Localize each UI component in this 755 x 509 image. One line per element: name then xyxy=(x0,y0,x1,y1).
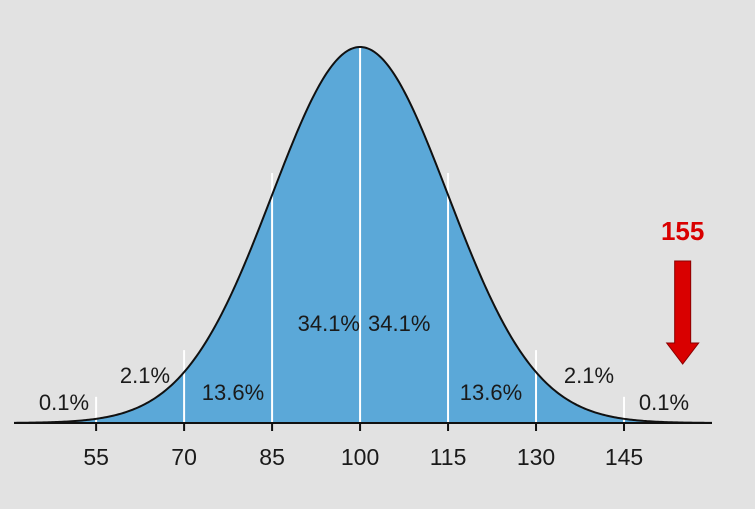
band-label: 0.1% xyxy=(39,390,89,415)
x-axis-tick-labels: 55 70 85 100 115 130 145 xyxy=(83,444,643,470)
marker-label: 155 xyxy=(661,216,704,246)
x-tick-label: 55 xyxy=(83,444,109,470)
band-label: 0.1% xyxy=(639,390,689,415)
x-tick-label: 85 xyxy=(259,444,285,470)
band-label: 2.1% xyxy=(564,363,614,388)
sd-divider-lines xyxy=(95,47,626,423)
x-tick-label: 70 xyxy=(171,444,197,470)
score-marker: 155 xyxy=(661,216,704,365)
down-arrow-icon xyxy=(665,260,700,365)
band-label: 2.1% xyxy=(120,363,170,388)
band-percentage-labels: 0.1% 2.1% 13.6% 34.1% 34.1% 13.6% 2.1% 0.1% xyxy=(39,311,689,415)
x-tick-label: 115 xyxy=(430,444,467,470)
x-tick-label: 100 xyxy=(341,444,379,470)
band-label: 34.1% xyxy=(368,311,430,336)
band-label: 34.1% xyxy=(298,311,360,336)
band-label: 13.6% xyxy=(202,380,264,405)
x-tick-label: 145 xyxy=(605,444,643,470)
x-axis-ticks xyxy=(95,423,626,431)
curve-area-fill xyxy=(14,47,712,423)
band-label: 13.6% xyxy=(460,380,522,405)
x-tick-label: 130 xyxy=(517,444,555,470)
curve-outline xyxy=(13,46,713,424)
